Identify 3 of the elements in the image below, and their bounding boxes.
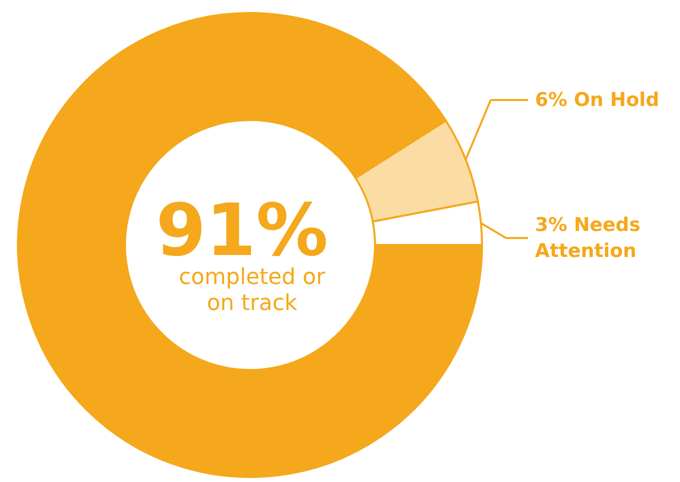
legend-label: 6% On Hold <box>535 89 660 111</box>
legend-label: 3% Needs Attention <box>535 214 640 262</box>
donut-slice <box>17 12 483 478</box>
